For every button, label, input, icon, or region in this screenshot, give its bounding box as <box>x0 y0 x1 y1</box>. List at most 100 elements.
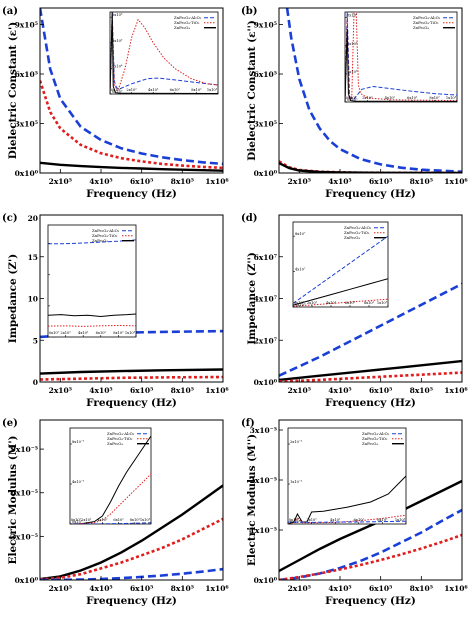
inset-x-tick-label: 2x10² <box>126 88 137 92</box>
y-tick-label: 3x10⁻⁵ <box>250 426 277 435</box>
inset-y-tick-label: 8x10⁷ <box>295 232 306 236</box>
inset-x-tick-label: 4x10² <box>326 301 337 305</box>
inset-x-tick-label: 4x10² <box>330 518 341 522</box>
inset-series-inset-zno-al2o3 <box>288 475 406 524</box>
y-tick-label: 0x10⁰ <box>254 169 278 178</box>
series-line-zno-geo2 <box>279 282 462 377</box>
legend-entry-label: ZnFe₂O₄-TiO₂ <box>174 20 200 25</box>
inset-x-tick-label: 6x10² <box>96 331 107 335</box>
legend-entry-label: ZnFe₂O₄-TiO₂ <box>344 230 370 235</box>
legend-entry-label: ZnFe₂O₄-TiO₂ <box>92 233 118 238</box>
inset-x-tick-label: 6x10² <box>354 518 365 522</box>
series-line-zno-geo2 <box>285 8 462 173</box>
x-axis-label: Frequency (Hz) <box>86 595 177 607</box>
inset-x-tick-label: 4x10² <box>97 518 108 522</box>
inset-series-inset-zno-al2o3 <box>293 278 388 306</box>
x-tick-label: 8x10⁵ <box>171 584 194 593</box>
y-tick-label: 0x10⁰ <box>15 576 39 585</box>
inset-series-inset-zno-geo2 <box>288 520 406 523</box>
x-tick-label: 8x10⁵ <box>410 584 433 593</box>
x-tick-label: 8x10⁵ <box>410 177 433 186</box>
x-tick-label: 2x10⁵ <box>288 177 311 186</box>
inset-y-tick-label: 4x10⁷ <box>295 268 306 272</box>
y-tick-label: 9x10⁻⁵ <box>11 445 38 454</box>
inset-y-tick-label: 2x10⁸ <box>347 42 358 46</box>
inset-x-tick-label: 1x10³ <box>395 518 406 522</box>
x-axis-label: Frequency (Hz) <box>325 595 416 607</box>
y-tick-label: 0x10⁰ <box>15 169 39 178</box>
y-tick-label: 3x10⁻⁵ <box>11 532 38 541</box>
legend-entry-label: ZnFe₂O₄-TiO₂ <box>362 436 388 441</box>
panel-label: (c) <box>2 213 18 224</box>
panel-label: (f) <box>241 418 255 429</box>
panel-label: (a) <box>2 6 18 17</box>
legend-entry-label: ZnFe₂O₄ <box>92 238 108 243</box>
inset-x-tick-label: 4x10² <box>148 88 159 92</box>
panel-label: (d) <box>241 213 257 224</box>
x-tick-label: 1x10⁶ <box>205 386 229 395</box>
legend-entry-label: ZnFe₂O₄ <box>413 25 429 30</box>
legend-entry-label: ZnFe₂O₄ <box>107 441 123 446</box>
inset-y-tick-label: 4x10⁻⁵ <box>72 480 85 484</box>
y-tick-label: 6x10⁻⁵ <box>11 489 38 498</box>
inset-y-tick-label: 3x10⁸ <box>347 14 358 18</box>
x-tick-label: 4x10⁵ <box>89 584 112 593</box>
series-line-zno-al2o3 <box>40 161 223 172</box>
inset-x-tick-label: 8x10² <box>377 518 388 522</box>
legend-entry-label: ZnFe₂O₄-Al₂O₃ <box>174 15 202 20</box>
y-axis-label: Electric Modulus (M') <box>7 435 19 564</box>
inset-x-tick-label: 1x10³ <box>377 301 388 305</box>
legend-entry-label: ZnFe₂O₄ <box>344 235 360 240</box>
legend-entry-label: ZnFe₂O₄-Al₂O₃ <box>344 225 372 230</box>
plot-frame <box>39 7 224 174</box>
x-tick-label: 4x10⁵ <box>89 177 112 186</box>
x-axis-label: Frequency (Hz) <box>86 397 177 409</box>
x-axis-label: Frequency (Hz) <box>325 188 416 200</box>
y-tick-label: 1x10⁻⁵ <box>250 526 277 535</box>
legend-entry-label: ZnFe₂O₄-TiO₂ <box>413 20 439 25</box>
inset-x-tick-label: 6x10² <box>170 88 181 92</box>
x-tick-label: 4x10⁵ <box>328 386 351 395</box>
inset-frame <box>344 11 458 103</box>
plot-frame <box>39 419 224 581</box>
y-axis-label: Dielectric Constant (ε') <box>7 22 19 160</box>
y-axis-label: Impedance (Z') <box>7 254 19 343</box>
inset-frame <box>292 221 389 308</box>
inset-series-inset-zno-tio2 <box>70 473 151 524</box>
x-tick-label: 2x10⁵ <box>288 386 311 395</box>
legend-entry-label: ZnFe₂O₄ <box>362 441 378 446</box>
y-tick-label: 6x10⁵ <box>15 70 38 79</box>
inset-x-tick-label: 0x10⁰ <box>294 301 305 305</box>
x-tick-label: 8x10⁵ <box>410 386 433 395</box>
inset-frame <box>287 427 407 525</box>
y-tick-label: 6x10⁵ <box>254 70 277 79</box>
series-line-zno-tio2 <box>40 375 223 381</box>
y-tick-label: 15 <box>28 253 38 262</box>
inset-x-tick-label: 1x10³ <box>446 96 457 100</box>
y-axis-label: Dielectric Constant (ε'') <box>246 20 258 161</box>
inset-series-inset-zno-tio2 <box>110 17 218 94</box>
inset-y-tick-label: 0x10⁰ <box>347 98 358 102</box>
series-line-zno-tio2 <box>40 80 223 170</box>
panel-label: (b) <box>241 6 257 17</box>
x-tick-label: 2x10⁵ <box>49 177 72 186</box>
x-tick-label: 6x10⁵ <box>369 386 392 395</box>
plot-frame <box>278 419 463 581</box>
x-axis-label: Frequency (Hz) <box>86 188 177 200</box>
inset-x-tick-label: 2x10² <box>60 331 71 335</box>
y-tick-label: 0 <box>33 378 38 387</box>
inset-series-inset-zno-al2o3 <box>110 12 218 94</box>
inset-x-tick-label: 8x10² <box>429 96 440 100</box>
inset-x-tick-label: 2x10² <box>306 518 317 522</box>
series-line-zno-geo2 <box>40 8 223 166</box>
panel-label: (e) <box>2 418 18 429</box>
x-tick-label: 4x10⁵ <box>89 386 112 395</box>
inset-y-tick-label: 0x10⁰ <box>295 303 306 307</box>
inset-series-inset-zno-geo2 <box>48 239 136 245</box>
